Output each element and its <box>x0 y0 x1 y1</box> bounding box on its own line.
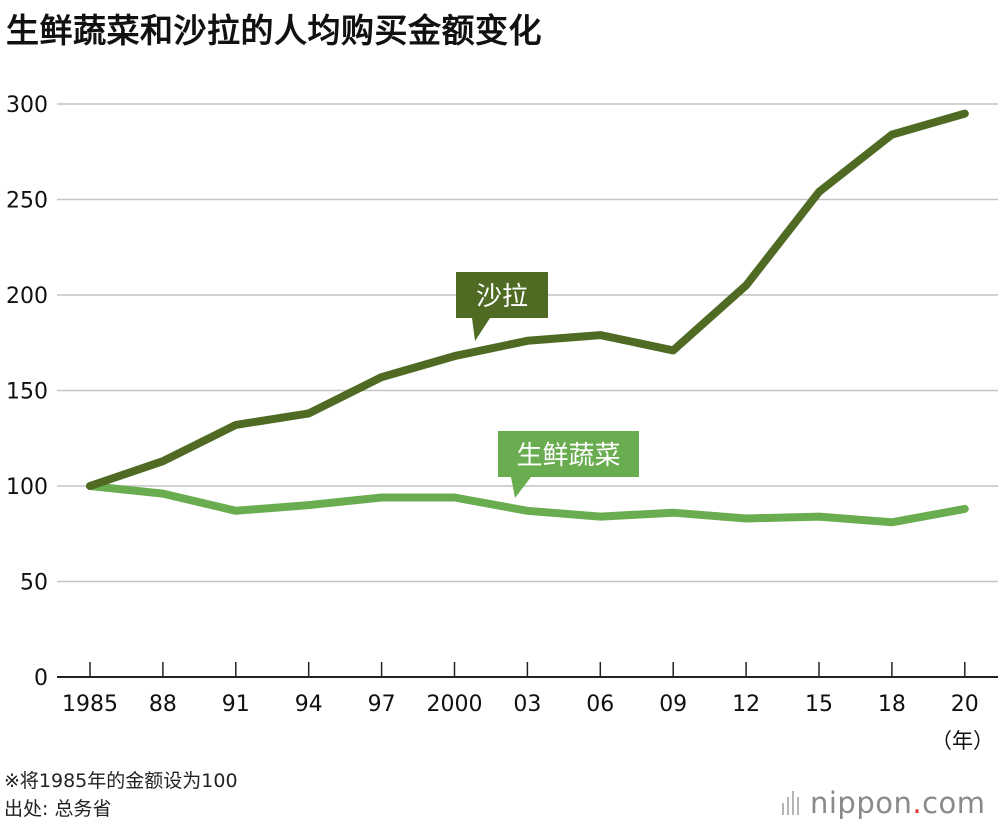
callout-box <box>456 272 548 318</box>
x-tick-label: 06 <box>586 692 614 717</box>
callout-0: 沙拉 <box>456 272 548 341</box>
y-tick-label: 50 <box>20 571 48 596</box>
x-tick-label: 09 <box>659 692 687 717</box>
series-lines <box>86 109 969 527</box>
callout-1: 生鲜蔬菜 <box>498 431 639 498</box>
series-label: 生鲜蔬菜 <box>516 441 620 471</box>
y-tick-label: 250 <box>6 189 48 214</box>
y-tick-labels: 0 50 100 150 200 250 300 <box>6 93 48 691</box>
logo-suffix: com <box>922 786 986 820</box>
x-tick-label: 03 <box>513 692 541 717</box>
chart-note: ※将1985年的金额设为100 <box>4 770 238 792</box>
y-tick-label: 200 <box>6 284 48 309</box>
x-tick-label: 20 <box>951 692 979 717</box>
x-tick-label: 94 <box>295 692 323 717</box>
x-tick-label: 91 <box>222 692 250 717</box>
callout-box <box>498 431 639 477</box>
nippon-logo[interactable]: nippon.com <box>782 786 986 820</box>
x-axis: 1985 88 91 94 97 2000 03 06 09 12 15 18 20 （年） <box>57 662 998 753</box>
series-line-1 <box>86 482 969 527</box>
y-tick-label: 100 <box>6 475 48 500</box>
callout-tail <box>511 477 531 498</box>
x-tick-label: 2000 <box>427 692 483 717</box>
x-axis-label: （年） <box>931 729 994 753</box>
chart-source: 出处: 总务省 <box>4 798 112 820</box>
callout-tail <box>472 318 490 341</box>
x-tick-label: 12 <box>732 692 760 717</box>
series-label: 沙拉 <box>476 282 528 312</box>
logo-dot: . <box>912 786 923 820</box>
x-tick-label: 1985 <box>62 692 118 717</box>
chart-title: 生鲜蔬菜和沙拉的人均购买金额变化 <box>6 11 542 50</box>
x-tick-label: 18 <box>878 692 906 717</box>
nippon-logo-icon <box>782 791 804 815</box>
y-tick-label: 300 <box>6 93 48 118</box>
x-tick-label: 15 <box>805 692 833 717</box>
x-tick-label: 97 <box>368 692 396 717</box>
y-tick-label: 0 <box>34 666 48 691</box>
logo-text: nippon <box>810 786 913 820</box>
y-tick-label: 150 <box>6 380 48 405</box>
x-tick-label: 88 <box>149 692 177 717</box>
